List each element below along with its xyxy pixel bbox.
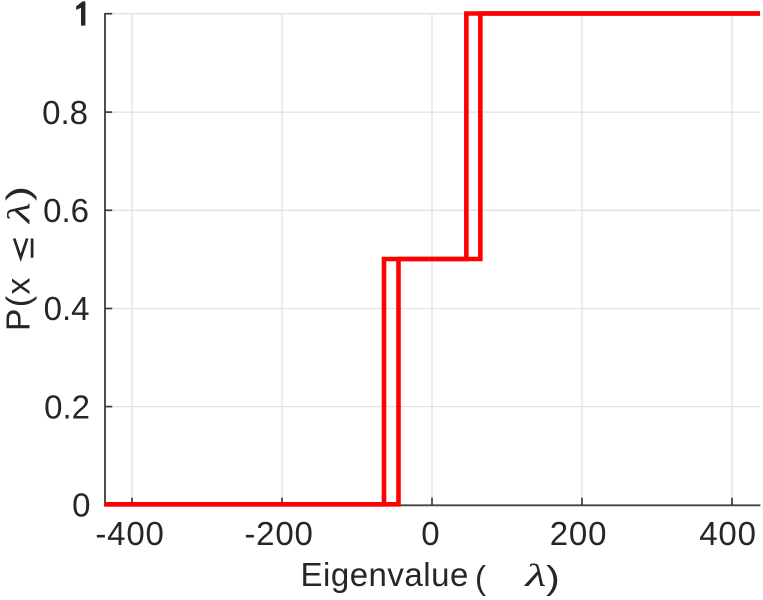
svg-text:-400: -400 xyxy=(95,515,164,552)
svg-text:λ: λ xyxy=(1,202,36,224)
svg-text:(: ( xyxy=(475,559,486,596)
svg-text:200: 200 xyxy=(550,515,607,552)
svg-text:0: 0 xyxy=(421,515,440,552)
svg-text:400: 400 xyxy=(699,515,756,552)
svg-text:0.8: 0.8 xyxy=(42,94,88,131)
svg-text:P(x: P(x xyxy=(1,276,38,331)
svg-text:): ) xyxy=(546,559,560,596)
svg-text:0: 0 xyxy=(72,486,90,523)
svg-text:λ: λ xyxy=(524,558,546,593)
svg-text:Eigenvalue: Eigenvalue xyxy=(301,556,469,593)
svg-text:): ) xyxy=(0,186,37,201)
svg-text:0.4: 0.4 xyxy=(44,290,90,327)
svg-text:0.6: 0.6 xyxy=(43,192,89,229)
svg-text:0.2: 0.2 xyxy=(44,388,90,425)
svg-text:-200: -200 xyxy=(244,515,313,552)
